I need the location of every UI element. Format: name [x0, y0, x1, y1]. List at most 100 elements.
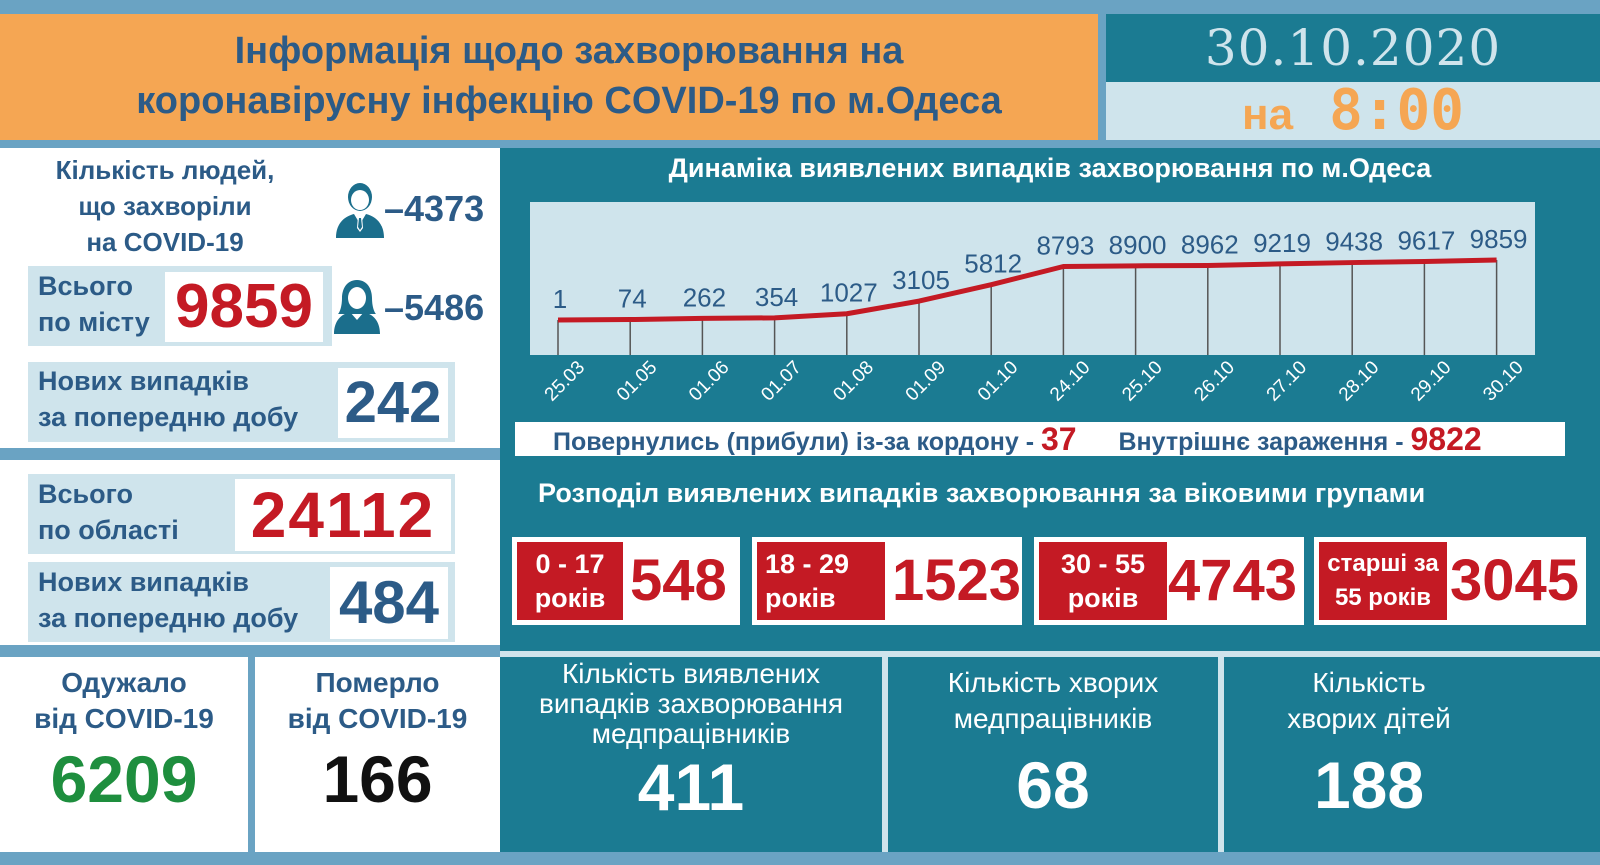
people-title-line: на COVID-19: [86, 227, 244, 257]
age-card-55plus: старші за 55 років 3045: [1314, 537, 1586, 625]
title-line-1: Інформація щодо захворювання на: [234, 30, 904, 72]
med-sick-value: 68: [1016, 748, 1090, 822]
divider: [882, 657, 888, 852]
age-unit: років: [534, 583, 606, 613]
age-unit: 55 років: [1334, 584, 1432, 611]
male-person-icon: [336, 183, 384, 238]
med-cases-value: 411: [637, 750, 745, 824]
age-card-0-17: 0 - 17 років 548: [512, 537, 740, 625]
age-value: 548: [630, 548, 727, 613]
value-labels: 1 74 262 354 1027 3105 5812 8793 8900 8962 9219 943…: [553, 224, 1528, 314]
svg-text:8900: 8900: [1109, 230, 1167, 260]
label-line: Нових випадків: [38, 366, 249, 396]
report-time: на 8:00: [1106, 82, 1600, 140]
city-total-label: Всього по місту: [38, 268, 150, 340]
time-prefix: на: [1242, 90, 1294, 139]
recovered-value: 6209: [50, 742, 198, 816]
svg-text:9438: 9438: [1325, 227, 1383, 257]
region-total-value: 24112: [235, 479, 451, 551]
female-person-icon: [334, 280, 380, 334]
label-line: Всього: [38, 479, 133, 509]
children-value: 188: [1313, 748, 1425, 822]
med-sick-card: Кількість хворих медпрацівників 68: [888, 657, 1218, 852]
svg-text:26.10: 26.10: [1190, 357, 1238, 405]
svg-text:29.10: 29.10: [1407, 357, 1455, 405]
age-value: 4743: [1168, 548, 1298, 613]
returned-label: Повернулись (прибули) із-за кордону -: [553, 428, 1035, 456]
people-title-line: Кількість людей,: [55, 155, 275, 185]
time-value: 8:00: [1329, 78, 1464, 143]
children-label: хворих дітей: [1287, 703, 1451, 734]
report-date: 30.10.2020: [1106, 14, 1600, 82]
svg-text:25.10: 25.10: [1118, 357, 1166, 405]
age-tag: 18 - 29 років: [757, 542, 885, 620]
age-range: старші за: [1327, 550, 1439, 577]
svg-text:01.07: 01.07: [757, 357, 805, 405]
label-line: по місту: [38, 307, 150, 337]
svg-text:8962: 8962: [1181, 229, 1239, 259]
died-label: Померло: [315, 667, 440, 698]
died-card: Померло від COVID-19 166: [255, 657, 500, 852]
city-new-label: Нових випадків за попередню добу: [38, 363, 298, 435]
svg-text:30.10: 30.10: [1479, 357, 1527, 405]
svg-text:1: 1: [553, 284, 567, 314]
x-axis-labels: 25.03 01.05 01.06 01.07 01.08 01.09 01.10 24.10…: [541, 357, 1528, 405]
line-chart: 1 74 262 354 1027 3105 5812 8793 8900 8962 9219 943…: [530, 202, 1535, 406]
age-range: 18 - 29: [765, 549, 850, 579]
age-tag: 0 - 17 років: [517, 542, 623, 620]
svg-text:01.08: 01.08: [829, 357, 877, 405]
region-new-label: Нових випадків за попередню добу: [38, 564, 298, 636]
svg-text:9219: 9219: [1253, 228, 1311, 258]
svg-text:01.09: 01.09: [902, 357, 950, 405]
age-tag: старші за 55 років: [1319, 542, 1447, 620]
city-new-value: 242: [338, 368, 448, 438]
children-card: Кількість хворих дітей 188: [1224, 657, 1600, 852]
med-sick-label: медпрацівників: [953, 703, 1153, 734]
page-title: Інформація щодо захворювання на коронаві…: [0, 14, 1098, 140]
plot-area: [530, 202, 1535, 355]
children-label: Кількість: [1312, 667, 1426, 698]
svg-text:27.10: 27.10: [1263, 357, 1311, 405]
svg-text:354: 354: [755, 282, 798, 312]
svg-text:1027: 1027: [820, 278, 878, 308]
city-total-value: 9859: [165, 272, 323, 342]
svg-text:8793: 8793: [1036, 230, 1094, 260]
title-line-2: коронавірусну інфекцію COVID-19 по м.Оде…: [136, 80, 1002, 122]
svg-text:74: 74: [618, 284, 647, 314]
med-cases-card: Кількість виявлених випадків захворюванн…: [500, 657, 882, 852]
drop-lines: [557, 260, 1498, 355]
divider: [1218, 657, 1224, 852]
internal-label: Внутрішнє зараження -: [1118, 428, 1404, 456]
label-line: по області: [38, 515, 179, 545]
series-line: [557, 257, 1497, 323]
svg-text:3105: 3105: [892, 265, 950, 295]
label-line: Всього: [38, 271, 133, 301]
age-card-30-55: 30 - 55 років 4743: [1034, 537, 1304, 625]
svg-text:01.10: 01.10: [974, 357, 1022, 405]
label-line: за попередню добу: [38, 402, 299, 432]
svg-text:5812: 5812: [964, 249, 1022, 279]
age-card-18-29: 18 - 29 років 1523: [752, 537, 1022, 625]
region-total-label: Всього по області: [38, 476, 179, 548]
age-range: 30 - 55: [1060, 549, 1146, 579]
med-sick-label: Кількість хворих: [947, 667, 1159, 698]
divider: [500, 651, 1600, 657]
internal-value: 9822: [1410, 421, 1482, 457]
source-breakdown: Повернулись (прибули) із-за кордону - 37…: [515, 422, 1565, 456]
svg-text:25.03: 25.03: [541, 357, 589, 405]
med-cases-label: медпрацівників: [591, 718, 791, 749]
svg-text:24.10: 24.10: [1046, 357, 1094, 405]
svg-text:9617: 9617: [1397, 225, 1455, 255]
died-label: від COVID-19: [287, 703, 468, 734]
svg-text:28.10: 28.10: [1335, 357, 1383, 405]
female-count: –5486: [384, 287, 485, 328]
svg-text:262: 262: [683, 282, 726, 312]
age-tag: 30 - 55 років: [1039, 542, 1167, 620]
recovered-card: Одужало від COVID-19 6209: [0, 657, 248, 852]
age-value: 1523: [892, 548, 1022, 613]
male-count: –4373: [384, 188, 485, 229]
age-unit: років: [1067, 583, 1139, 613]
svg-text:01.05: 01.05: [613, 357, 661, 405]
region-new-value: 484: [330, 567, 448, 639]
med-cases-label: Кількість виявлених: [561, 658, 821, 689]
